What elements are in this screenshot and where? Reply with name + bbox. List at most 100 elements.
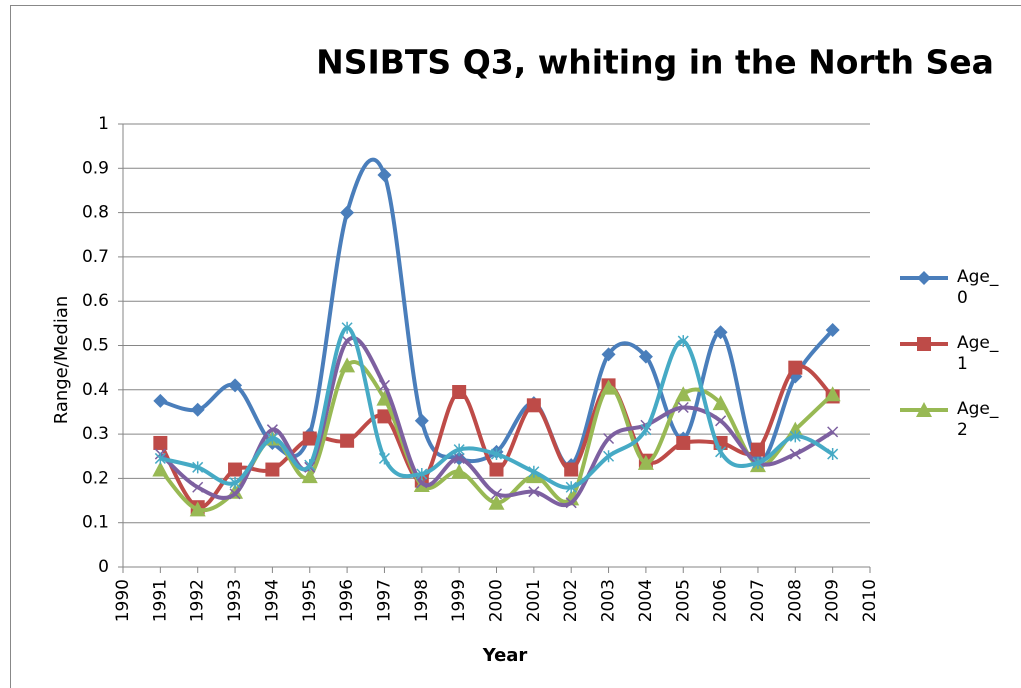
data-point (266, 432, 278, 445)
x-tick-label: 1994 (262, 579, 282, 622)
data-point (601, 347, 616, 362)
chart-title: NSIBTS Q3, whiting in the North Sea (316, 43, 994, 82)
y-tick-label: 0.2 (82, 468, 109, 488)
y-tick-label: 0 (98, 557, 109, 577)
legend-marker (917, 271, 931, 285)
x-tick-label: 2008 (785, 579, 805, 622)
legend-marker (916, 402, 932, 417)
data-point (341, 335, 353, 347)
y-tick-label: 0.6 (82, 291, 109, 311)
x-tick-label: 2010 (860, 579, 880, 622)
data-point (192, 481, 204, 493)
data-point (676, 435, 691, 450)
data-point (190, 402, 205, 417)
legend-label: Age_2 (957, 399, 999, 440)
data-point (528, 465, 540, 478)
legend-marker (917, 337, 931, 351)
data-point (490, 448, 503, 461)
data-point (452, 385, 467, 400)
x-tick-label: 1991 (150, 579, 170, 622)
x-tick-label: 1996 (337, 579, 357, 622)
data-point (377, 167, 392, 182)
data-point (603, 450, 615, 463)
y-tick-label: 0.3 (82, 424, 109, 444)
series-line (158, 336, 834, 507)
data-point (416, 477, 428, 489)
y-tick-label: 0.5 (82, 336, 109, 356)
x-tick-label: 2007 (748, 579, 768, 622)
legend-label: Age_0 (957, 267, 999, 308)
data-point (228, 378, 243, 393)
x-tick-label: 1995 (300, 579, 320, 622)
x-tick-label: 1999 (449, 579, 469, 622)
data-point (715, 415, 727, 427)
data-point (339, 357, 356, 373)
x-tick-label: 1998 (412, 579, 432, 622)
x-tick-label: 2006 (711, 579, 731, 622)
data-point (789, 448, 801, 460)
data-point (490, 488, 503, 500)
data-point (712, 395, 729, 411)
data-point (376, 390, 393, 406)
series-line (159, 325, 834, 490)
data-point (378, 379, 390, 391)
x-tick-label: 2001 (524, 579, 544, 622)
x-tick-label: 1990 (113, 579, 133, 622)
data-point (827, 448, 839, 461)
data-point (302, 431, 317, 446)
x-tick-label: 1997 (374, 579, 394, 622)
y-tick-label: 1 (98, 114, 109, 134)
y-axis-label: Range/Median (51, 296, 72, 425)
x-tick-label: 2004 (636, 579, 656, 622)
data-point (340, 205, 355, 220)
data-point (489, 462, 504, 477)
x-tick-label: 1992 (188, 579, 208, 622)
data-point (565, 481, 577, 494)
data-point (229, 476, 241, 489)
data-point (416, 467, 428, 480)
data-point (341, 321, 353, 334)
y-tick-label: 0.1 (82, 513, 109, 533)
data-point (750, 442, 765, 457)
x-tick-label: 2005 (673, 579, 693, 622)
data-point (266, 424, 278, 436)
data-point (154, 452, 166, 465)
data-point (752, 456, 764, 469)
data-point (192, 461, 204, 474)
data-point (453, 443, 465, 456)
data-point (265, 462, 280, 477)
data-point (152, 461, 169, 477)
data-point (825, 322, 840, 337)
data-point (638, 349, 653, 364)
data-point (824, 386, 841, 402)
x-tick-label: 2002 (561, 579, 581, 622)
y-tick-label: 0.9 (82, 158, 109, 178)
data-point (526, 398, 541, 413)
data-point (528, 486, 540, 498)
x-tick-label: 2009 (823, 579, 843, 622)
x-tick-label: 2000 (487, 579, 507, 622)
data-point (377, 409, 392, 424)
data-point (637, 454, 654, 470)
chart-border (10, 5, 1021, 688)
data-point (603, 432, 615, 445)
data-point (378, 452, 390, 465)
data-point (565, 497, 577, 509)
y-tick-label: 0.8 (82, 203, 109, 223)
data-point (414, 413, 429, 428)
data-point (600, 379, 617, 395)
data-point (788, 360, 803, 375)
x-tick-label: 1993 (225, 579, 245, 622)
data-point (340, 433, 355, 448)
x-axis-label: Year (482, 645, 528, 666)
data-point (451, 463, 468, 479)
data-point (640, 423, 652, 436)
data-point (677, 401, 689, 414)
y-tick-label: 0.4 (82, 380, 109, 400)
data-point (304, 459, 316, 472)
data-point (153, 435, 168, 450)
data-point (301, 468, 318, 484)
data-point (789, 430, 801, 443)
y-tick-label: 0.7 (82, 247, 109, 267)
